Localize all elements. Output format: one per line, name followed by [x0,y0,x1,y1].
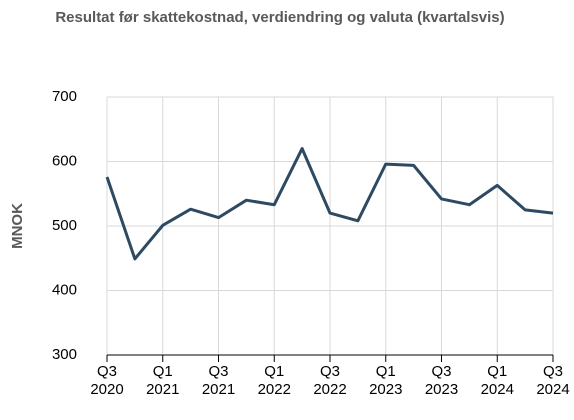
line-series [105,147,554,261]
x-tick-label: Q3 2023 [424,363,459,398]
x-tick-label: Q1 2022 [257,363,291,398]
y-tick-label: 600 [52,152,77,169]
y-axis-label: MNOK [9,203,26,249]
y-tick-label: 500 [52,217,77,234]
x-tick-label: Q1 2023 [369,363,403,398]
y-tick-label: 400 [52,281,77,298]
x-tick-label: Q3 2022 [313,363,347,398]
x-tick-label: Q3 2021 [201,363,236,398]
chart-title: Resultat før skattekostnad, verdiendring… [55,9,505,26]
x-tick-label: Q1 2021 [146,363,180,398]
x-tick-label: Q3 2024 [536,363,570,398]
y-tick-label: 700 [52,88,77,105]
x-tick-label: Q3 2020 [90,363,124,398]
x-tick-label: Q1 2024 [480,363,514,398]
y-tick-label: 300 [52,346,77,363]
